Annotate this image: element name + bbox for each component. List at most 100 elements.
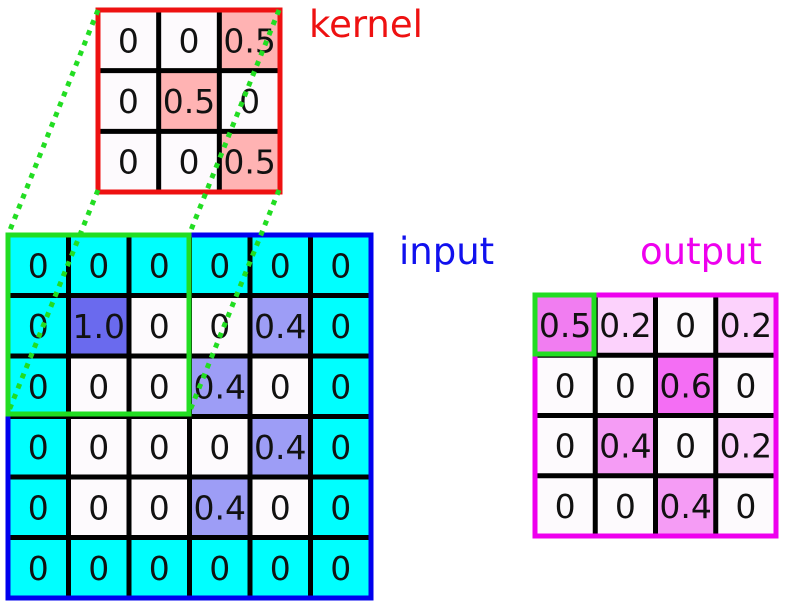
output-cell: 0 — [715, 475, 776, 536]
kernel-cell-value: 0 — [118, 143, 139, 182]
input-cell-bg — [129, 537, 190, 598]
input-cell-value: 0 — [28, 307, 49, 346]
output-border — [532, 292, 779, 539]
kernel-cell-value: 0.5 — [223, 21, 275, 60]
input-cell-bg — [250, 295, 311, 356]
output-cell: 0.2 — [715, 415, 776, 476]
kernel-cell-bg — [158, 70, 220, 132]
projection-line — [186, 189, 282, 414]
input-cell-value: 0 — [209, 549, 230, 588]
output-cell: 0 — [655, 415, 716, 476]
input-cell-bg — [129, 295, 190, 356]
input-cell-bg — [129, 356, 190, 417]
input-cell-bg — [250, 477, 311, 538]
input-cell-value: 0 — [330, 428, 351, 467]
input-cell: 0 — [8, 537, 69, 598]
input-cell-value: 0 — [28, 367, 49, 406]
output-label: output — [640, 230, 763, 273]
output-cell-value: 0.2 — [720, 306, 772, 345]
input-cell-bg — [68, 477, 129, 538]
input-cell: 0 — [310, 356, 371, 417]
input-cell: 0 — [189, 295, 250, 356]
input-cell-bg — [189, 477, 250, 538]
input-cell: 0 — [310, 537, 371, 598]
input-cell-bg — [310, 356, 371, 417]
input-cell-bg — [250, 235, 311, 296]
input-cell-bg — [310, 235, 371, 296]
kernel-cell: 0 — [158, 131, 220, 192]
input-cell-value: 0 — [88, 428, 109, 467]
output-highlight-cell — [532, 292, 597, 357]
input-cell: 0 — [250, 356, 311, 417]
output-cell-bg — [535, 295, 596, 356]
input-cell-value: 0 — [209, 246, 230, 285]
input-cell-bg — [129, 235, 190, 296]
kernel-cell: 0 — [158, 10, 220, 71]
projection-line — [186, 9, 282, 236]
output-cell: 0 — [655, 295, 716, 356]
input-cell-value: 0 — [149, 488, 170, 527]
input-label: input — [399, 230, 495, 273]
input-cell-bg — [310, 416, 371, 477]
kernel-label: kernel — [309, 3, 423, 46]
kernel-cell: 0.5 — [219, 131, 280, 192]
kernel-grid: 0 0 0.50 0.5 00 0 0.5 — [95, 7, 283, 195]
kernel-cell-bg — [219, 70, 280, 132]
input-cell-bg — [189, 416, 250, 477]
output-cell-value: 0 — [555, 366, 576, 405]
input-cell: 0 — [129, 356, 190, 417]
input-cell-value: 0 — [270, 367, 291, 406]
output-cell: 0.6 — [655, 355, 716, 416]
input-cell-bg — [310, 295, 371, 356]
output-cell: 0.4 — [655, 475, 716, 536]
output-cell-bg — [535, 415, 596, 476]
kernel-cell-bg — [98, 70, 159, 132]
kernel-cell: 0 — [98, 10, 159, 71]
kernel-cell-value: 0 — [239, 82, 260, 121]
input-cell: 0 — [310, 477, 371, 538]
input-cell-value: 0 — [209, 428, 230, 467]
kernel-border — [95, 7, 283, 195]
input-cell-value: 0.4 — [194, 488, 246, 527]
kernel-cell-value: 0.5 — [163, 82, 215, 121]
output-cell: 0.2 — [595, 295, 656, 356]
input-cell-value: 0 — [270, 246, 291, 285]
projection-line — [5, 9, 101, 236]
input-cell: 0 — [310, 295, 371, 356]
input-cell-value: 0 — [149, 246, 170, 285]
output-cell-bg — [595, 415, 656, 476]
input-cell-value: 1.0 — [73, 307, 125, 346]
input-cell: 0 — [8, 477, 69, 538]
input-cell-bg — [8, 477, 69, 538]
input-cell: 0 — [68, 477, 129, 538]
output-cell-value: 0.4 — [599, 427, 651, 466]
input-cell-value: 0 — [28, 246, 49, 285]
kernel-cell: 0 — [219, 70, 280, 132]
input-cell: 0 — [310, 416, 371, 477]
input-cell-bg — [68, 235, 129, 296]
output-cell-bg — [535, 475, 596, 536]
output-cell-value: 0 — [735, 366, 756, 405]
input-cell-value: 0 — [88, 246, 109, 285]
output-cell-value: 0.4 — [659, 487, 711, 526]
input-cell: 0 — [129, 235, 190, 296]
output-cell-value: 0 — [675, 306, 696, 345]
input-cell-value: 0 — [28, 428, 49, 467]
kernel-cell-bg — [158, 10, 220, 71]
input-cell-value: 0 — [270, 488, 291, 527]
output-cell-bg — [655, 475, 716, 536]
kernel-cell-value: 0 — [118, 21, 139, 60]
input-cell-value: 0 — [330, 367, 351, 406]
output-cell: 0.2 — [715, 295, 776, 356]
output-cell-value: 0 — [735, 487, 756, 526]
input-cell-bg — [8, 295, 69, 356]
output-cell-bg — [595, 295, 656, 356]
output-cell-bg — [595, 475, 656, 536]
output-cell: 0 — [595, 355, 656, 416]
input-cell: 0 — [189, 416, 250, 477]
kernel-cell-value: 0 — [179, 143, 200, 182]
input-cell-bg — [250, 537, 311, 598]
output-cell-bg — [655, 355, 716, 416]
output-cell-value: 0 — [555, 487, 576, 526]
output-cell: 0.4 — [595, 415, 656, 476]
